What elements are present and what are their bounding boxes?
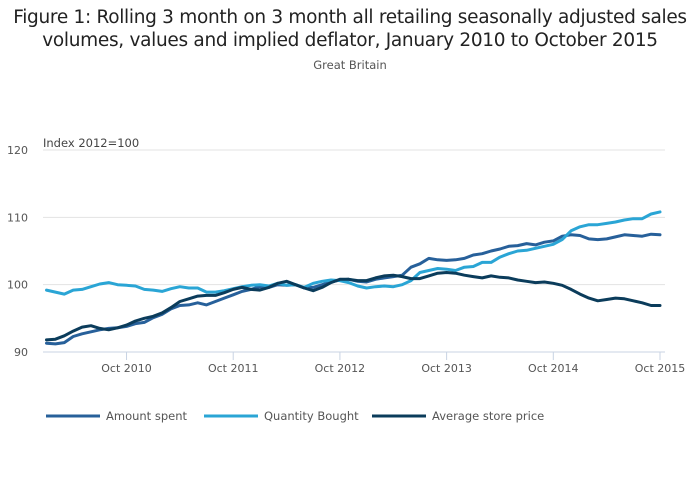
legend-label: Amount spent xyxy=(106,409,188,423)
legend-label: Quantity Bought xyxy=(264,409,359,423)
series-lines xyxy=(45,210,662,346)
legend-label: Average store price xyxy=(432,409,544,423)
y-tick-label: 100 xyxy=(7,279,28,292)
y-tick-label: 90 xyxy=(14,346,28,359)
chart-title: Figure 1: Rolling 3 month on 3 month all… xyxy=(13,7,687,51)
x-tick-label: Oct 2010 xyxy=(101,362,152,375)
series-line-average-store-price[interactable] xyxy=(45,271,662,342)
y-tick-label: 120 xyxy=(7,144,28,157)
x-tick-label: Oct 2011 xyxy=(208,362,259,375)
gridlines xyxy=(43,149,665,286)
series-line-quantity-bought[interactable] xyxy=(45,210,662,296)
legend-item-quantity-bought[interactable]: Quantity Bought xyxy=(204,409,359,423)
y-axis-unit-label: Index 2012=100 xyxy=(43,136,139,150)
chart-subtitle: Great Britain xyxy=(313,58,387,72)
x-tick-label: Oct 2015 xyxy=(635,362,686,375)
x-tick-label: Oct 2013 xyxy=(421,362,472,375)
legend: Amount spent Quantity Bought Average store… xyxy=(46,409,544,423)
legend-item-amount-spent[interactable]: Amount spent xyxy=(46,409,188,423)
x-axis: Oct 2010 Oct 2011 Oct 2012 Oct 2013 Oct 2014… xyxy=(43,351,686,375)
y-tick-label: 110 xyxy=(7,211,28,224)
x-tick-label: Oct 2014 xyxy=(528,362,579,375)
legend-item-average-store-price[interactable]: Average store price xyxy=(372,409,544,423)
y-axis: 90 100 110 120 xyxy=(7,144,28,359)
x-tick-label: Oct 2012 xyxy=(315,362,366,375)
